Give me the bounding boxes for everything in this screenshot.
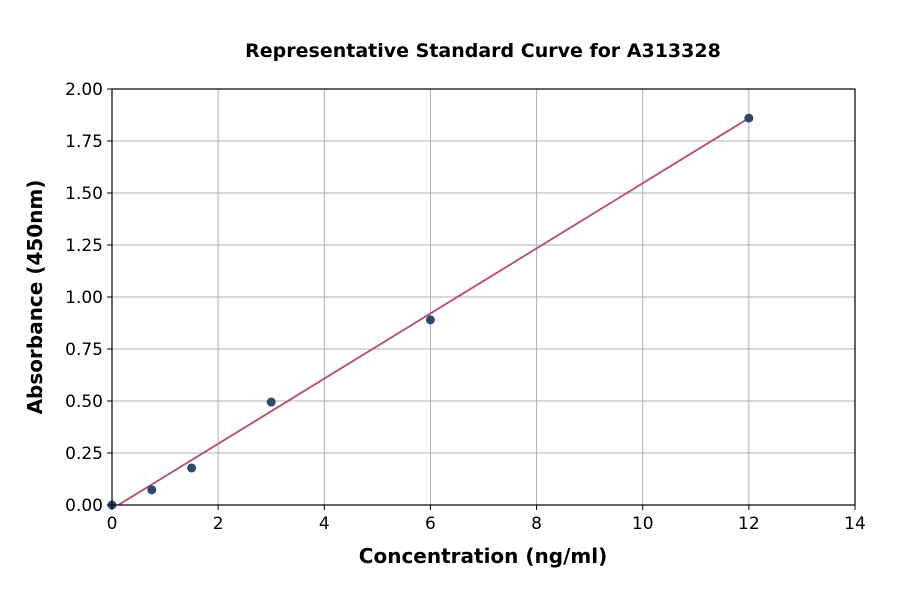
y-tick-label: 0.75 [65, 340, 103, 360]
y-tick-label: 2.00 [65, 80, 103, 100]
data-point [744, 113, 754, 123]
y-tick-label: 0.25 [65, 444, 103, 464]
y-tick-label: 1.50 [65, 184, 103, 204]
data-point [187, 463, 197, 473]
x-tick-label: 4 [319, 514, 330, 534]
y-tick-label: 1.00 [65, 288, 103, 308]
x-tick-label: 8 [531, 514, 542, 534]
data-point [147, 485, 157, 495]
x-tick-label: 0 [107, 514, 118, 534]
ticks: 0 2 4 6 8 10 12 14 0.00 0.25 0.50 0.75 1.00 1.25 1.50 1… [65, 80, 866, 534]
y-tick-label: 0.00 [65, 496, 103, 516]
x-tick-label: 12 [738, 514, 760, 534]
grid [111, 88, 856, 506]
y-tick-label: 1.75 [65, 132, 103, 152]
fit-line [117, 117, 750, 506]
x-tick-label: 10 [632, 514, 654, 534]
y-tick-label: 0.50 [65, 392, 103, 412]
data-point [425, 315, 435, 325]
y-axis-label: Absorbance (450nm) [23, 180, 47, 415]
y-tick-label: 1.25 [65, 236, 103, 256]
x-axis-label: Concentration (ng/ml) [359, 544, 607, 568]
chart-title: Representative Standard Curve for A31332… [245, 40, 721, 62]
data-point [266, 397, 276, 407]
x-tick-label: 2 [213, 514, 224, 534]
x-tick-label: 6 [425, 514, 436, 534]
x-tick-label: 14 [844, 514, 866, 534]
